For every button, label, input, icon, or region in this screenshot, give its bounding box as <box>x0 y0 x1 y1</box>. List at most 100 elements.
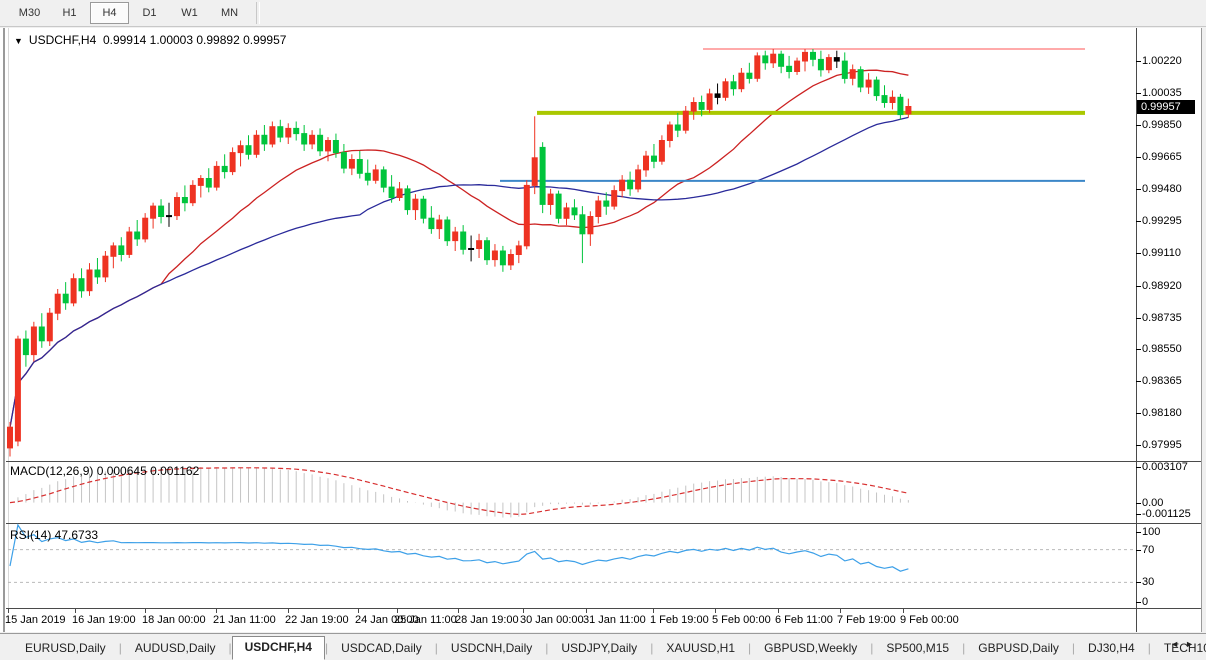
timeframe-button-d1[interactable]: D1 <box>142 7 157 19</box>
chart-tabs-bar: EURUSD,Daily | AUDUSD,Daily | USDCHF,H4 | USDC… <box>0 633 1206 660</box>
tab-separator: | <box>650 641 654 655</box>
macd-axis-label: 0.003107 <box>1142 461 1188 473</box>
tab-separator: | <box>434 641 438 655</box>
price-axis-label-tick <box>1136 349 1141 350</box>
chart-tab-tech100-h1[interactable]: TECH100,H1 <box>1163 641 1206 655</box>
time-axis-label: 5 Feb 00:00 <box>712 614 771 626</box>
chart-tab-sp500-m15[interactable]: SP500,M15 <box>886 641 950 655</box>
price-axis-label: 0.99665 <box>1142 151 1182 163</box>
chart-window <box>0 28 1206 632</box>
pane-divider-xaxis <box>6 608 1201 609</box>
chart-tab-audusd-daily[interactable]: AUDUSD,Daily <box>134 641 216 655</box>
price-axis-label: 0.98365 <box>1142 375 1182 387</box>
timeframe-button-m30[interactable]: M30 <box>18 7 41 19</box>
tab-scroll-left-icon[interactable]: ◄ <box>1170 639 1186 649</box>
time-axis-tick <box>840 609 841 613</box>
chart-tab-xauusd-h1[interactable]: XAUUSD,H1 <box>666 641 735 655</box>
time-axis-label: 21 Jan 11:00 <box>213 614 276 626</box>
rsi-indicator-label: RSI(14) 47.6733 <box>10 528 99 542</box>
price-axis-label: 0.98735 <box>1142 312 1182 324</box>
price-axis-label: 0.98920 <box>1142 280 1182 292</box>
time-axis-tick <box>358 609 359 613</box>
rsi-axis-label: 100 <box>1142 526 1161 538</box>
time-axis-tick <box>145 609 146 613</box>
price-axis-label: 0.99850 <box>1142 119 1182 131</box>
pane-divider-macd[interactable] <box>6 461 1201 462</box>
chart-tab-usdjpy-daily[interactable]: USDJPY,Daily <box>561 641 638 655</box>
rsi-axis-label: 30 <box>1142 576 1155 588</box>
price-axis-label-tick <box>1136 125 1141 126</box>
rsi-axis-label-tick <box>1136 532 1141 533</box>
time-axis-label: 16 Jan 19:00 <box>72 614 136 626</box>
timeframe-toolbar: M30 H1 H4 D1 W1 MN <box>0 0 1206 27</box>
price-axis-label-tick <box>1136 286 1141 287</box>
chart-ohlc-values: 0.99914 1.00003 0.99892 0.99957 <box>102 33 287 47</box>
price-axis-label-tick <box>1136 93 1141 94</box>
price-axis-label: 0.99110 <box>1142 247 1181 259</box>
time-axis-tick <box>653 609 654 613</box>
timeframe-button-h4[interactable]: H4 <box>90 2 129 24</box>
price-axis-label-tick <box>1136 381 1141 382</box>
time-axis-tick <box>216 609 217 613</box>
timeframe-button-mn[interactable]: MN <box>220 7 239 19</box>
tab-scroll-arrows: ◄► <box>1170 639 1200 649</box>
price-axis-label: 1.00220 <box>1142 55 1182 67</box>
tab-scroll-right-icon[interactable]: ► <box>1185 639 1200 649</box>
window-left-border <box>3 28 9 632</box>
rsi-axis-label-tick <box>1136 602 1141 603</box>
time-axis-label: 6 Feb 11:00 <box>775 614 833 626</box>
chart-tab-eurusd-daily[interactable]: EURUSD,Daily <box>25 641 106 655</box>
tab-separator: | <box>324 641 329 655</box>
price-axis-label: 0.97995 <box>1142 439 1182 451</box>
time-axis-tick <box>75 609 76 613</box>
rsi-axis-label-tick <box>1136 582 1141 583</box>
pane-divider-rsi[interactable] <box>6 523 1201 524</box>
toolbar-separator <box>256 2 260 24</box>
price-axis-label: 0.98550 <box>1142 343 1182 355</box>
time-axis-tick <box>903 609 904 613</box>
chart-tab-dj30-h4[interactable]: DJ30,H4 <box>1088 641 1135 655</box>
rsi-axis-label: 70 <box>1142 544 1155 556</box>
chart-tab-usdcnh-daily[interactable]: USDCNH,Daily <box>450 641 533 655</box>
tab-separator: | <box>228 641 232 655</box>
window-right-border <box>1201 28 1206 632</box>
chart-tab-gbpusd-daily[interactable]: GBPUSD,Daily <box>978 641 1059 655</box>
timeframe-button-h1[interactable]: H1 <box>62 7 77 19</box>
time-axis-label: 18 Jan 00:00 <box>142 614 206 626</box>
chart-tab-usdchf-h4[interactable]: USDCHF,H4 <box>231 636 325 660</box>
rsi-axis-label: 0 <box>1142 596 1149 608</box>
chart-title: ▼ USDCHF,H4 0.99914 1.00003 0.99892 0.999… <box>14 33 286 47</box>
price-axis-label-tick <box>1136 61 1141 62</box>
time-axis-tick <box>458 609 459 613</box>
timeframe-button-w1[interactable]: W1 <box>181 7 198 19</box>
macd-axis-label-tick <box>1136 514 1141 515</box>
tab-separator: | <box>748 641 752 655</box>
price-axis-label-tick <box>1136 221 1141 222</box>
macd-axis-label: -0.001125 <box>1142 508 1191 520</box>
macd-axis-label-tick <box>1136 503 1141 504</box>
chart-dropdown-icon[interactable]: ▼ <box>14 36 23 46</box>
macd-axis-label: 0.00 <box>1142 497 1164 509</box>
time-axis-label: 28 Jan 19:00 <box>455 614 519 626</box>
time-axis-label: 7 Feb 19:00 <box>837 614 896 626</box>
price-axis-label-tick <box>1136 157 1141 158</box>
current-price-tag: 0.99957 <box>1137 100 1195 114</box>
time-axis-label: 25 Jan 11:00 <box>394 614 457 626</box>
time-axis-tick <box>8 609 9 613</box>
price-axis-label: 0.99480 <box>1142 183 1182 195</box>
chart-tab-usdcad-daily[interactable]: USDCAD,Daily <box>341 641 422 655</box>
time-axis-area <box>6 610 1136 632</box>
price-axis-label-tick <box>1136 445 1141 446</box>
price-axis-label: 0.99295 <box>1142 215 1182 227</box>
time-axis-label: 31 Jan 11:00 <box>583 614 646 626</box>
price-axis-label: 1.00035 <box>1142 87 1182 99</box>
macd-indicator-label: MACD(12,26,9) 0.000645 0.001162 <box>10 464 200 478</box>
time-axis-tick <box>523 609 524 613</box>
time-axis-tick <box>586 609 587 613</box>
tab-separator: | <box>1071 641 1076 655</box>
time-axis-tick <box>397 609 398 613</box>
chart-tab-gbpusd-weekly[interactable]: GBPUSD,Weekly <box>764 641 858 655</box>
time-axis-label: 15 Jan 2019 <box>5 614 66 626</box>
time-axis-label: 24 Jan 00:00 <box>355 614 419 626</box>
